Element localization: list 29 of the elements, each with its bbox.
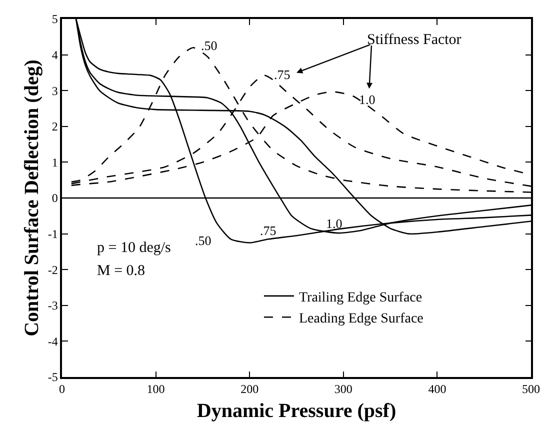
x-tick-label: 500 [522, 382, 540, 396]
y-tick-label: -5 [48, 370, 58, 384]
y-tick-label: -1 [48, 227, 58, 241]
x-tick-label: 400 [428, 382, 446, 396]
x-tick-label: 300 [334, 382, 352, 396]
annotation: .50 [195, 233, 212, 248]
y-tick-label: 5 [52, 12, 58, 26]
x-axis-title: Dynamic Pressure (psf) [196, 400, 396, 422]
annotation: 1.0 [326, 216, 342, 231]
y-tick-label: 3 [52, 84, 58, 98]
y-tick-label: 1 [52, 155, 58, 170]
y-tick-label: -4 [48, 334, 58, 348]
annotation: .75 [274, 67, 290, 82]
legend-label: Trailing Edge Surface [298, 290, 422, 306]
annotation: p = 10 deg/s [97, 240, 172, 256]
x-tick-label: 100 [146, 382, 165, 396]
annotation: .75 [260, 223, 276, 238]
annotation: 1.0 [359, 92, 376, 107]
y-tick-label: 4 [52, 48, 58, 62]
y-tick-label: 0 [52, 191, 58, 206]
legend-label: Leading Edge Surface [298, 312, 424, 327]
x-tick-label: 200 [240, 382, 259, 396]
y-axis-title: Control Surface Deflection (deg) [20, 60, 43, 336]
annotation: Stiffness Factor [367, 32, 462, 48]
annotation: .50 [201, 38, 218, 53]
y-tick-label: 2 [52, 120, 58, 134]
y-tick-label: -3 [48, 298, 58, 313]
y-tick-label: -2 [48, 262, 58, 277]
annotation: M = 0.8 [97, 263, 146, 279]
